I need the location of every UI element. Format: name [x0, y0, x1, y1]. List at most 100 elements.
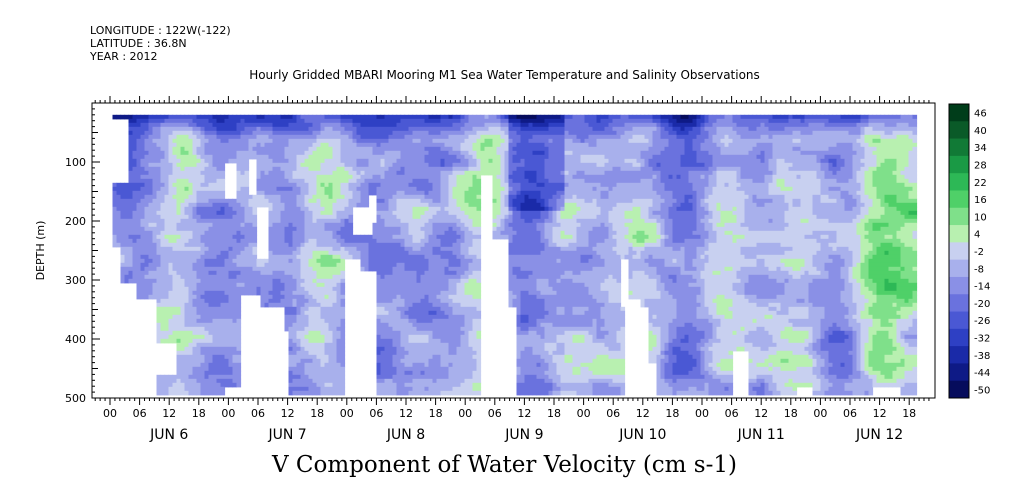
field-cell — [300, 318, 306, 324]
field-cell — [320, 150, 326, 156]
field-cell — [324, 118, 330, 124]
field-cell — [144, 122, 150, 128]
field-cell — [120, 114, 126, 120]
field-cell — [324, 218, 330, 224]
field-cell — [152, 190, 158, 196]
field-cell — [372, 230, 378, 236]
field-cell — [448, 286, 454, 292]
field-cell — [420, 378, 426, 384]
field-cell — [168, 322, 174, 328]
field-cell — [456, 306, 462, 312]
field-cell — [196, 290, 202, 296]
field-cell — [156, 230, 162, 236]
field-cell — [312, 378, 318, 384]
field-cell — [196, 310, 202, 316]
field-cell — [220, 338, 226, 344]
field-cell — [364, 202, 370, 208]
field-cell — [224, 154, 230, 160]
field-cell — [328, 230, 334, 236]
field-cell — [200, 386, 206, 392]
field-cell — [340, 386, 346, 392]
field-cell — [360, 246, 366, 252]
field-cell — [408, 182, 414, 188]
field-cell — [172, 166, 178, 172]
field-cell — [296, 226, 302, 232]
field-cell — [424, 218, 430, 224]
field-cell — [388, 186, 394, 192]
field-cell — [436, 302, 442, 308]
field-cell — [228, 314, 234, 320]
field-cell — [356, 198, 362, 204]
field-cell — [228, 342, 234, 348]
field-cell — [240, 186, 246, 192]
field-cell — [172, 266, 178, 272]
field-cell — [192, 246, 198, 252]
field-cell — [416, 326, 422, 332]
field-cell — [152, 242, 158, 248]
field-cell — [332, 230, 338, 236]
field-cell — [452, 170, 458, 176]
field-cell — [196, 258, 202, 264]
field-cell — [268, 130, 274, 136]
field-cell — [424, 142, 430, 148]
field-cell — [204, 294, 210, 300]
field-cell — [152, 198, 158, 204]
field-cell — [132, 210, 138, 216]
field-cell — [388, 294, 394, 300]
field-cell — [260, 114, 266, 120]
field-cell — [428, 290, 434, 296]
field-cell — [300, 330, 306, 336]
field-cell — [224, 306, 230, 312]
field-cell — [216, 326, 222, 332]
field-cell — [284, 162, 290, 168]
field-cell — [368, 246, 374, 252]
field-cell — [196, 286, 202, 292]
field-cell — [440, 346, 446, 352]
field-cell — [300, 130, 306, 136]
field-cell — [328, 390, 334, 396]
field-cell — [316, 310, 322, 316]
field-cell — [184, 126, 190, 132]
field-cell — [284, 254, 290, 260]
field-cell — [440, 258, 446, 264]
field-cell — [228, 354, 234, 360]
field-cell — [192, 274, 198, 280]
field-cell — [224, 274, 230, 280]
field-cell — [456, 198, 462, 204]
field-cell — [308, 386, 314, 392]
field-cell — [184, 118, 190, 124]
field-cell — [300, 346, 306, 352]
field-cell — [336, 182, 342, 188]
field-cell — [216, 182, 222, 188]
field-cell — [268, 186, 274, 192]
field-cell — [228, 210, 234, 216]
field-cell — [164, 286, 170, 292]
field-cell — [208, 242, 214, 248]
field-cell — [120, 254, 126, 260]
field-cell — [212, 278, 218, 284]
field-cell — [268, 154, 274, 160]
field-cell — [304, 270, 310, 276]
field-cell — [132, 118, 138, 124]
field-cell — [236, 238, 242, 244]
field-cell — [140, 214, 146, 220]
field-cell — [364, 142, 370, 148]
field-cell — [320, 174, 326, 180]
field-cell — [272, 206, 278, 212]
field-cell — [424, 114, 430, 120]
field-cell — [396, 262, 402, 268]
field-cell — [172, 114, 178, 120]
field-cell — [452, 382, 458, 388]
field-cell — [220, 170, 226, 176]
field-cell — [340, 286, 346, 292]
field-cell — [436, 310, 442, 316]
field-cell — [348, 138, 354, 144]
field-cell — [300, 242, 306, 248]
field-cell — [180, 190, 186, 196]
field-cell — [216, 198, 222, 204]
field-cell — [176, 198, 182, 204]
field-cell — [292, 338, 298, 344]
field-cell — [184, 174, 190, 180]
field-cell — [328, 262, 334, 268]
